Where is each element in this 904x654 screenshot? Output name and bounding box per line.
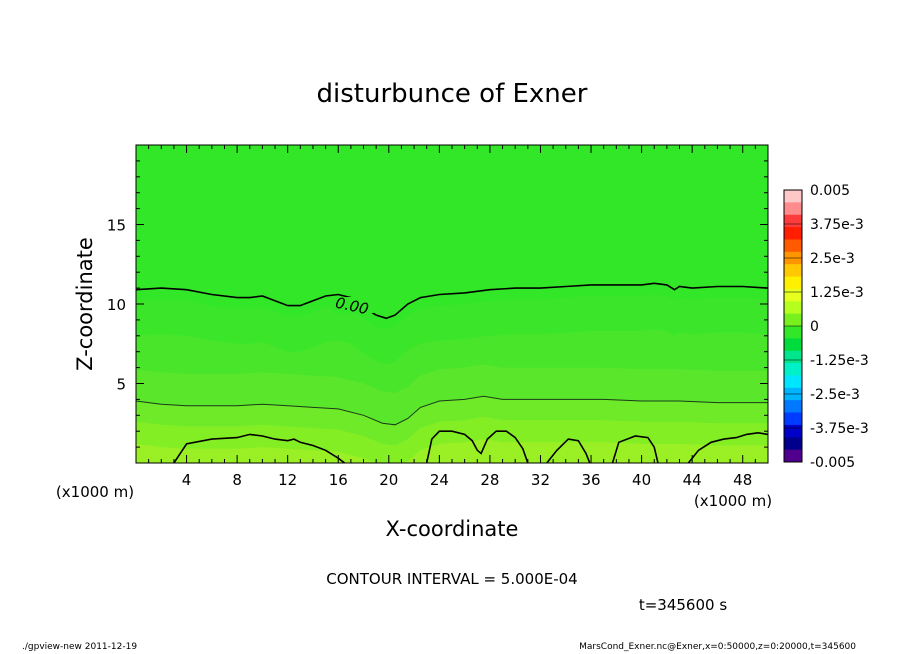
colorbar-swatch <box>784 276 802 290</box>
footer-left: ./gpview-new 2011-12-19 <box>22 642 138 652</box>
zero-contour-line <box>136 282 768 320</box>
colorbar-swatch <box>784 400 802 414</box>
x-tick-label: 12 <box>278 471 297 489</box>
colorbar-swatch <box>784 437 802 451</box>
contour-label-group: 0.00 <box>332 294 374 318</box>
colorbar-swatch <box>784 239 802 253</box>
low-contour-line <box>546 438 591 463</box>
colorbar-swatch <box>784 412 802 426</box>
time-text: t=345600 s <box>639 596 727 614</box>
y-tick-label: 10 <box>107 296 126 314</box>
colorbar-label: 2.5e-3 <box>810 251 855 267</box>
x-tick-label: 4 <box>182 471 192 489</box>
low-contour-line <box>611 435 659 463</box>
colorbar-swatch <box>784 214 802 228</box>
footer-right: MarsCond_Exner.nc@Exner,x=0:50000,z=0:20… <box>579 642 856 652</box>
colorbar-swatch <box>784 227 802 240</box>
colorbar-label: 1.25e-3 <box>810 285 864 301</box>
colorbar-swatch <box>784 424 802 438</box>
contour-band <box>136 439 768 463</box>
low-contour-line <box>425 430 529 463</box>
x-tick-label: 24 <box>430 471 449 489</box>
colorbar-label: -2.5e-3 <box>810 387 860 403</box>
low-contour-line <box>173 433 346 463</box>
x-tick-label: 28 <box>480 471 499 489</box>
colorbar-label: 0 <box>810 319 819 335</box>
x-tick-label: 36 <box>581 471 600 489</box>
low-contour-line <box>687 431 768 463</box>
x-axis: 4 8 12 16 20 24 28 32 36 40 44 48 <box>148 145 756 489</box>
colorbar-swatch <box>784 449 802 463</box>
y-axis: 5 10 15 <box>107 160 768 448</box>
y-tick-label: 5 <box>116 376 126 394</box>
colorbar-label: -3.75e-3 <box>810 421 869 437</box>
filled-contours <box>136 283 768 463</box>
x-tick-label: 32 <box>531 471 550 489</box>
contour-interval-text: CONTOUR INTERVAL = 5.000E-04 <box>326 570 577 588</box>
colorbar-label: -1.25e-3 <box>810 353 869 369</box>
colorbar-swatch <box>784 350 802 364</box>
x-tick-label: 16 <box>329 471 348 489</box>
colorbar-swatch <box>784 363 802 376</box>
chart-title: disturbunce of Exner <box>317 79 588 109</box>
colorbar-label: 3.75e-3 <box>810 217 864 233</box>
x-unit-right: (x1000 m) <box>694 492 772 510</box>
colorbar-label: 0.005 <box>810 183 850 199</box>
colorbar-swatch <box>784 375 802 389</box>
mid-contour-line <box>136 395 768 426</box>
colorbar-swatch <box>784 264 802 278</box>
x-tick-label: 44 <box>683 471 702 489</box>
colorbar-swatch <box>784 313 802 327</box>
y-tick-label: 15 <box>107 217 126 235</box>
contour-lines <box>136 282 768 463</box>
y-axis-label: Z-coordinate <box>73 237 97 371</box>
x-tick-label: 8 <box>232 471 242 489</box>
colorbar-swatch <box>784 326 802 339</box>
colorbar-labels: 0.005 3.75e-3 2.5e-3 1.25e-3 0 -1.25e-3 -2.5e-… <box>784 183 869 471</box>
x-tick-label: 40 <box>632 471 651 489</box>
x-unit-left: (x1000 m) <box>56 483 134 501</box>
x-tick-label: 48 <box>733 471 752 489</box>
colorbar-swatch <box>784 202 802 216</box>
colorbar-swatch <box>784 288 802 302</box>
x-tick-label: 20 <box>379 471 398 489</box>
colorbar-swatch <box>784 338 802 352</box>
colorbar-label: -0.005 <box>810 455 855 471</box>
colorbar-swatch <box>784 301 802 315</box>
colorbar-swatch <box>784 190 802 203</box>
x-axis-label: X-coordinate <box>386 517 519 541</box>
